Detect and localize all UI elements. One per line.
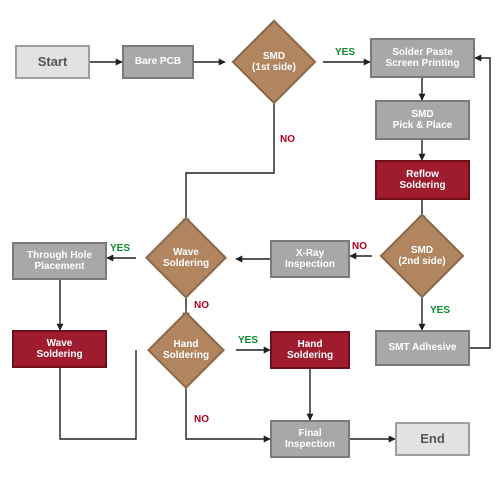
- node-waved: WaveSoldering: [136, 225, 236, 291]
- node-xray: X-RayInspection: [270, 240, 350, 278]
- node-smd1: SMD(1st side): [225, 28, 323, 96]
- node-paste: Solder PasteScreen Printing: [370, 38, 475, 78]
- node-handd: HandSoldering: [136, 319, 236, 381]
- node-final: FinalInspection: [270, 420, 350, 458]
- node-wave: WaveSoldering: [12, 330, 107, 368]
- edge-label-9: YES: [430, 305, 450, 316]
- edge-label-11: YES: [110, 243, 130, 254]
- node-start: Start: [15, 45, 90, 79]
- edge-label-3: NO: [280, 134, 295, 145]
- edge-16: [186, 381, 270, 439]
- edge-label-2: YES: [335, 47, 355, 58]
- node-pick: SMDPick & Place: [375, 100, 470, 140]
- node-thp: Through HolePlacement: [12, 242, 107, 280]
- node-hand: HandSoldering: [270, 331, 350, 369]
- node-smd2: SMD(2nd side): [372, 222, 472, 290]
- node-reflow: ReflowSoldering: [375, 160, 470, 200]
- edge-label-7: NO: [352, 241, 367, 252]
- edge-label-15: YES: [238, 335, 258, 346]
- node-end: End: [395, 422, 470, 456]
- node-adhesive: SMT Adhesive: [375, 330, 470, 366]
- edge-10: [470, 58, 490, 348]
- edge-label-16: NO: [194, 414, 209, 425]
- edge-label-12: NO: [194, 300, 209, 311]
- edge-3: [186, 96, 274, 225]
- node-barepcb: Bare PCB: [122, 45, 194, 79]
- flowchart-canvas: Start Bare PCB SMD(1st side) Solder PasteSc…: [0, 0, 500, 500]
